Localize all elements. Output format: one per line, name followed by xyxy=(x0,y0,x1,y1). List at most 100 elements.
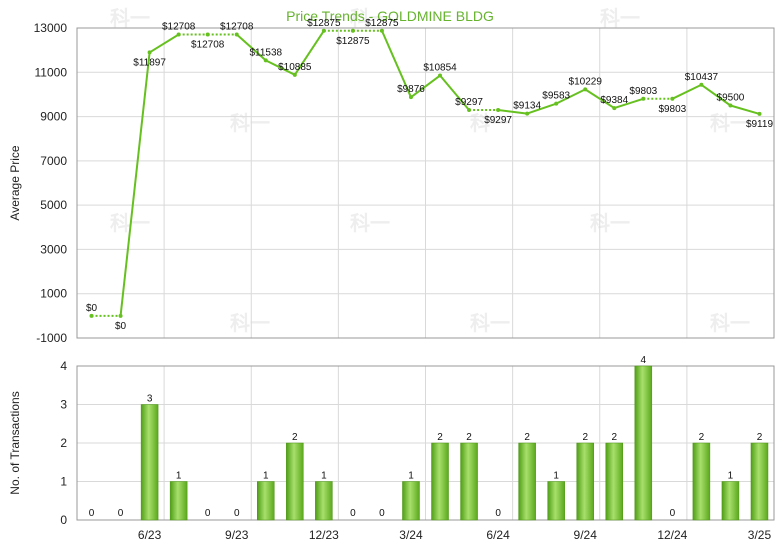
bar-value-label: 2 xyxy=(757,432,763,443)
price-point xyxy=(583,87,588,92)
bar-value-label: 4 xyxy=(641,355,647,366)
watermark-glyph: 科一 xyxy=(230,311,270,335)
price-points: $0 $0 $11897 $12708 $12708 $12708 $11538 $10885… xyxy=(86,18,773,332)
price-point xyxy=(350,28,355,33)
price-line xyxy=(91,29,760,317)
price-line-segment xyxy=(526,102,557,115)
price-point-label: $10854 xyxy=(423,63,457,74)
price-point xyxy=(612,106,617,111)
price-point xyxy=(234,32,239,37)
bar-value-label: 2 xyxy=(582,432,588,443)
bar-value-label: 1 xyxy=(176,471,182,482)
transactions-y-tick-label: 1 xyxy=(60,475,67,489)
watermark-glyph: 科一 xyxy=(590,211,630,235)
transaction-bar xyxy=(692,442,711,521)
watermark-glyph: 科一 xyxy=(350,211,390,235)
bar-value-label: 2 xyxy=(699,432,705,443)
watermark-glyph: 科一 xyxy=(230,111,270,135)
x-tick-label: 6/24 xyxy=(486,528,510,542)
price-line-segment xyxy=(613,97,644,110)
transaction-bar xyxy=(315,481,333,521)
transaction-bar xyxy=(750,442,769,521)
watermark-glyph: 科一 xyxy=(710,111,750,135)
price-point xyxy=(496,107,501,112)
price-point xyxy=(728,103,733,108)
chart-title: Price Trends - GOLDMINE BLDG xyxy=(286,8,494,24)
price-point xyxy=(263,58,268,63)
price-point xyxy=(408,95,413,100)
transactions-y-tick-label: 2 xyxy=(60,436,67,450)
bar-value-label: 2 xyxy=(466,432,472,443)
transaction-bar xyxy=(402,481,420,521)
price-y-axis-label: Average Price xyxy=(8,145,22,220)
price-point-label: $12875 xyxy=(307,18,341,29)
price-point-label: $9803 xyxy=(629,86,657,97)
price-point xyxy=(292,72,297,77)
transaction-bars: 0 0 3 1 0 0 1 2 1 0 0 1 2 2 0 2 1 2 2 4 0 2 1 2 xyxy=(89,355,769,521)
transactions-plot-frame xyxy=(76,365,775,521)
bar-value-label: 3 xyxy=(147,394,153,405)
bar-value-label: 0 xyxy=(118,508,124,519)
x-tick-label: 9/24 xyxy=(574,528,598,542)
price-line-segment xyxy=(293,30,325,76)
price-line-segment xyxy=(730,104,760,115)
price-y-ticks: -1000 1000 3000 5000 7000 9000 11000 13000 xyxy=(34,21,68,345)
price-point xyxy=(641,96,646,101)
price-point-label: $9876 xyxy=(397,84,425,95)
price-y-tick-label: 1000 xyxy=(40,287,67,301)
price-point-label: $12708 xyxy=(191,39,225,50)
x-tick-label: 12/23 xyxy=(309,528,339,542)
transaction-bar xyxy=(634,365,653,521)
price-y-tick-label: 9000 xyxy=(40,110,67,124)
price-point xyxy=(89,313,94,318)
price-line-segment xyxy=(119,52,151,316)
price-point xyxy=(147,50,152,55)
price-point-label: $9119 xyxy=(746,119,774,130)
price-point xyxy=(699,82,704,87)
price-line-segment xyxy=(265,59,296,76)
price-line-segment xyxy=(555,88,586,105)
x-tick-label: 3/25 xyxy=(748,528,772,542)
price-line-segment xyxy=(149,33,180,54)
transactions-y-tick-label: 3 xyxy=(60,398,67,412)
watermark-glyph: 科一 xyxy=(470,111,510,135)
price-point-label: $10437 xyxy=(685,72,719,83)
bar-value-label: 0 xyxy=(89,508,95,519)
transactions-y-tick-label: 4 xyxy=(60,359,67,373)
price-line-segment xyxy=(439,74,470,111)
bar-value-label: 1 xyxy=(321,471,327,482)
watermark-glyph: 科一 xyxy=(110,6,150,30)
price-line-segment xyxy=(236,33,267,62)
transaction-bar xyxy=(518,442,536,521)
price-point-label: $9583 xyxy=(542,91,570,102)
transaction-bar xyxy=(605,442,624,521)
bar-value-label: 0 xyxy=(495,508,501,519)
price-point xyxy=(757,111,762,116)
transaction-bar xyxy=(169,481,188,521)
price-point-label: $9297 xyxy=(455,97,483,108)
x-tick-label: 3/24 xyxy=(399,528,423,542)
x-tick-label: 12/24 xyxy=(657,528,687,542)
price-line-segment xyxy=(381,30,412,98)
price-point xyxy=(438,73,443,78)
price-point-label: $9500 xyxy=(717,93,745,104)
price-y-tick-label: -1000 xyxy=(36,331,67,345)
watermark-glyph: 科一 xyxy=(600,6,640,30)
price-point-label: $9803 xyxy=(658,104,686,115)
transaction-bar xyxy=(460,442,478,521)
price-point xyxy=(205,32,210,37)
price-plot-frame xyxy=(76,27,775,339)
bar-value-label: 2 xyxy=(437,432,443,443)
price-point xyxy=(525,111,530,116)
bar-value-label: 2 xyxy=(292,432,298,443)
transactions-y-tick-label: 0 xyxy=(60,513,67,527)
price-point xyxy=(467,107,472,112)
transaction-bar xyxy=(257,481,275,521)
bar-value-label: 0 xyxy=(234,508,240,519)
transaction-bar xyxy=(140,404,159,521)
transaction-bar xyxy=(547,481,565,521)
watermark-glyph: 科一 xyxy=(710,311,750,335)
price-point-label: $12708 xyxy=(220,21,254,32)
price-point-label: $9134 xyxy=(513,101,541,112)
